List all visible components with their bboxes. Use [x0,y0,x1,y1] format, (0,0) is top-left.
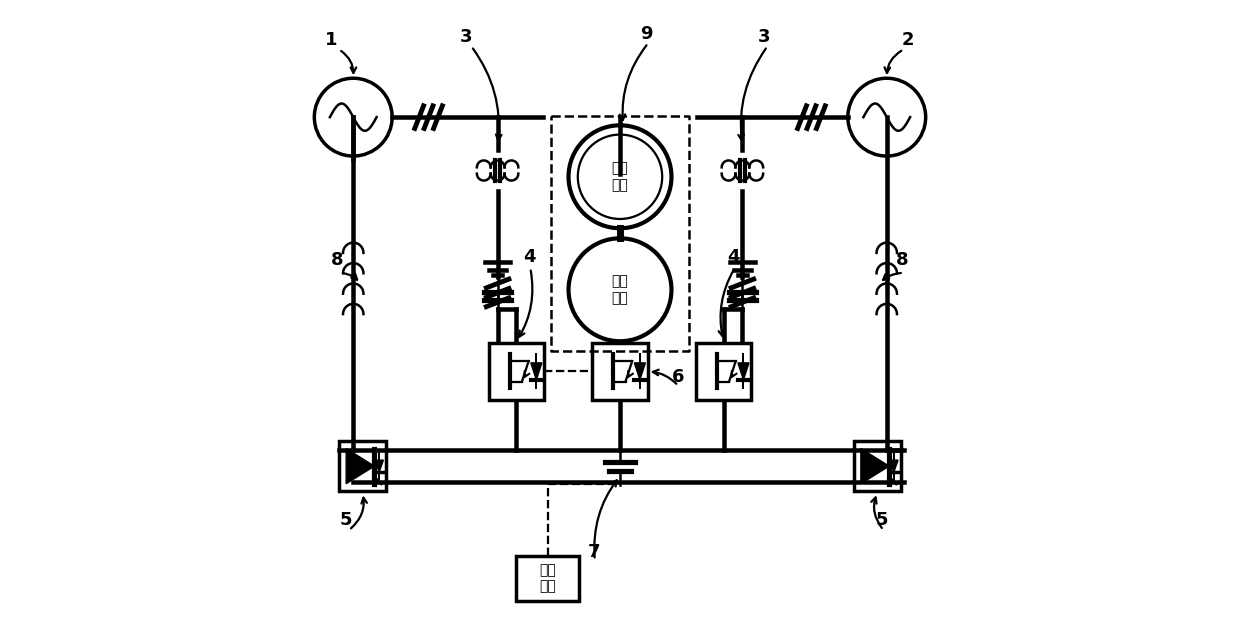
Polygon shape [346,448,374,484]
Text: 5: 5 [340,511,352,529]
Circle shape [568,238,672,342]
Text: 8: 8 [897,251,909,268]
Text: 7: 7 [588,543,600,560]
Text: 4: 4 [523,247,536,265]
Bar [339,441,386,491]
Text: 2: 2 [901,31,914,49]
Text: 9: 9 [640,25,652,43]
Polygon shape [635,363,645,380]
Polygon shape [889,460,898,472]
Circle shape [848,78,926,156]
Text: 6: 6 [672,368,684,386]
Polygon shape [861,448,889,484]
Bar [696,343,751,399]
Circle shape [314,78,392,156]
Polygon shape [374,460,383,472]
Text: 直流
电机: 直流 电机 [611,275,629,305]
Bar [593,343,647,399]
Text: 4: 4 [727,247,739,265]
Text: 控制
电路: 控制 电路 [539,563,557,593]
Polygon shape [738,363,749,380]
Text: 8: 8 [331,251,343,268]
Text: 1: 1 [325,31,337,49]
Bar [854,441,901,491]
Polygon shape [531,363,542,380]
Circle shape [568,125,672,228]
Text: 3: 3 [460,28,472,46]
Text: 双馈
电机: 双馈 电机 [611,162,629,192]
Bar [516,556,579,601]
Text: 5: 5 [877,511,889,529]
Bar [489,343,544,399]
Text: 3: 3 [758,28,770,46]
